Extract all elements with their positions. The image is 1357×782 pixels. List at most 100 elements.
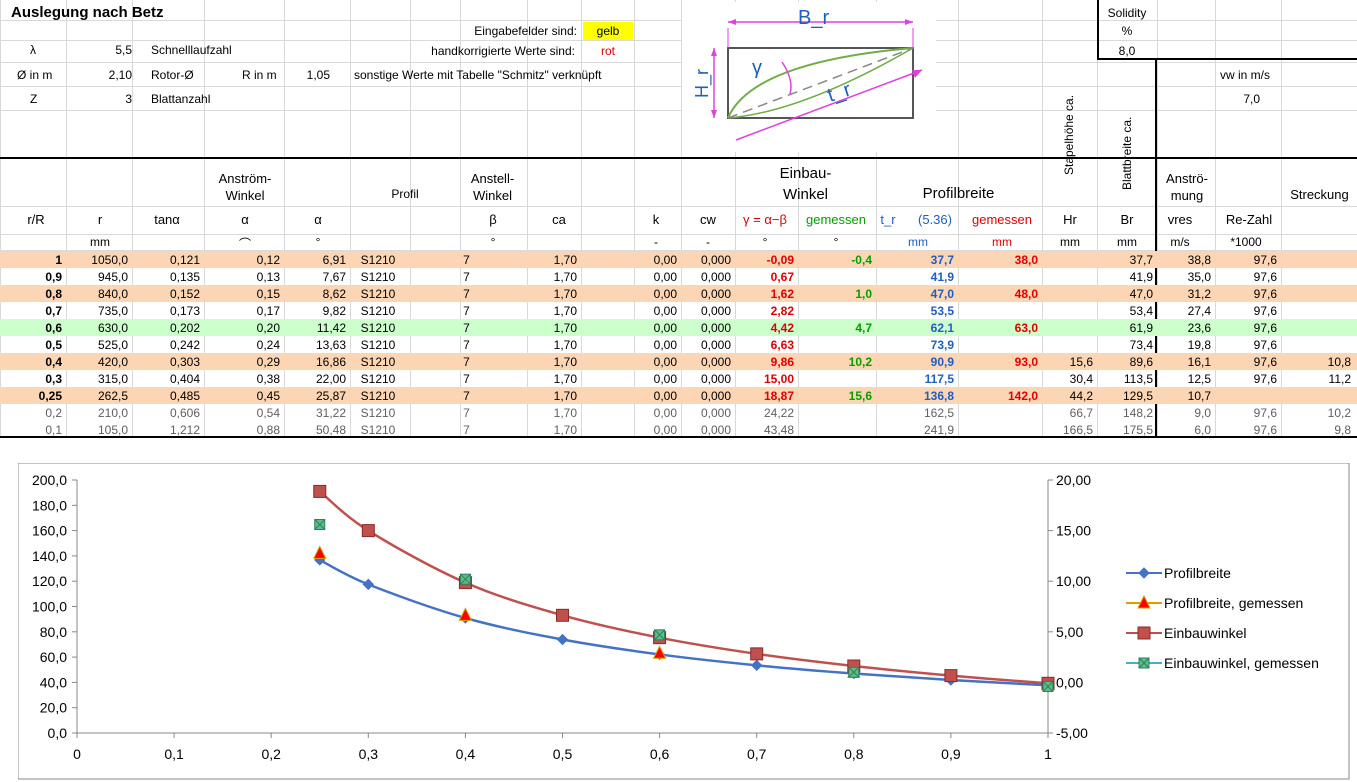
table-cell[interactable]: 7 <box>463 389 470 403</box>
legend-marker-3 <box>1138 657 1150 669</box>
blade-count-label: Z <box>30 92 38 106</box>
col-header-1: r <box>97 212 103 227</box>
table-cell[interactable]: 7 <box>463 338 470 352</box>
table-cell[interactable]: 0,7 <box>45 304 62 318</box>
table-cell: 97,6 <box>1253 321 1277 335</box>
blade-profile-top <box>727 47 914 119</box>
table-cell[interactable]: 1 <box>55 253 62 267</box>
table-cell: 0,00 <box>653 423 677 437</box>
table-cell: 7,67 <box>322 270 346 284</box>
table-row: 0,6 630,0 0,202 0,20 11,42 S1210 7 1,70 0,00 0,00… <box>0 319 1357 336</box>
table-cell[interactable]: 0,9 <box>45 270 62 284</box>
table-cell[interactable]: 38,0 <box>1014 253 1038 267</box>
table-cell[interactable]: S1210 <box>360 338 396 352</box>
table-cell[interactable]: 7 <box>463 372 470 386</box>
col-unit-16: mm <box>1117 235 1137 249</box>
lambda-input[interactable]: 5,5 <box>70 43 132 57</box>
table-cell[interactable]: 7 <box>463 355 470 369</box>
input-color-legend: gelb <box>583 22 633 40</box>
table-cell[interactable]: 1,0 <box>855 287 872 301</box>
table-cell[interactable]: S1210 <box>360 287 396 301</box>
table-cell: 105,0 <box>97 423 128 437</box>
table-cell: 0,000 <box>700 321 731 335</box>
table-cell: 97,6 <box>1253 287 1277 301</box>
table-cell[interactable]: 0,5 <box>45 338 62 352</box>
table-cell: 38,8 <box>1187 253 1211 267</box>
table-row: 0,25 262,5 0,485 0,45 25,87 S1210 7 1,70 0,00 0,0… <box>0 387 1357 404</box>
table-cell: 1,70 <box>553 253 577 267</box>
input-fields-label: Eingabefelder sind: <box>474 24 577 38</box>
table-cell[interactable]: S1210 <box>360 406 396 420</box>
table-cell[interactable]: -0,4 <box>851 253 872 267</box>
table-cell: 1,70 <box>553 270 577 284</box>
table-cell: 0,000 <box>700 304 731 318</box>
table-cell: 15,6 <box>1069 355 1093 369</box>
table-cell: 16,1 <box>1187 355 1211 369</box>
table-cell[interactable]: 93,0 <box>1014 355 1038 369</box>
table-cell[interactable]: S1210 <box>360 270 396 284</box>
table-cell[interactable]: 7 <box>463 287 470 301</box>
gamma-label: γ <box>752 57 762 79</box>
table-cell[interactable]: 0,8 <box>45 287 62 301</box>
table-cell[interactable]: 0,1 <box>45 423 62 437</box>
table-cell[interactable]: 4,7 <box>855 321 872 335</box>
table-cell[interactable]: S1210 <box>360 321 396 335</box>
table-cell: 97,6 <box>1253 406 1277 420</box>
table-cell: 0,00 <box>653 270 677 284</box>
table-cell[interactable]: 7 <box>463 321 470 335</box>
table-cell[interactable]: 0,3 <box>45 372 62 386</box>
legend-marker-0 <box>1138 567 1150 579</box>
col-header-9: cw <box>700 212 716 227</box>
series-2-point <box>361 524 375 538</box>
table-cell[interactable]: 15,6 <box>848 389 872 403</box>
table-cell: 10,2 <box>1327 406 1351 420</box>
table-cell[interactable]: 142,0 <box>1007 389 1038 403</box>
table-cell: 1050,0 <box>91 253 128 267</box>
table-cell[interactable]: 7 <box>463 253 470 267</box>
col-unit-10: ° <box>762 235 768 249</box>
diameter-input[interactable]: 2,10 <box>108 68 132 82</box>
solidity-value: 8,0 <box>1118 44 1136 58</box>
table-cell: 89,6 <box>1129 355 1153 369</box>
table-cell[interactable]: 7 <box>463 304 470 318</box>
x-tick-label: 0,2 <box>261 746 281 762</box>
col-header-12: t_r <box>880 212 896 227</box>
table-cell: 0,88 <box>256 423 280 437</box>
x-tick-label: 1 <box>1044 746 1052 762</box>
table-cell: 0,000 <box>700 406 731 420</box>
table-cell: 162,5 <box>923 406 954 420</box>
table-cell[interactable]: 0,2 <box>45 406 62 420</box>
table-cell: 148,2 <box>1122 406 1153 420</box>
table-cell[interactable]: 10,2 <box>848 355 872 369</box>
table-cell[interactable]: 7 <box>463 406 470 420</box>
table-cell: 241,9 <box>923 423 954 437</box>
table-cell[interactable]: 0,25 <box>38 389 62 403</box>
table-cell[interactable]: 63,0 <box>1014 321 1038 335</box>
table-cell[interactable]: S1210 <box>360 389 396 403</box>
table-cell[interactable]: 0,6 <box>45 321 62 335</box>
series-3-point <box>654 629 665 641</box>
series-0-point <box>556 633 569 646</box>
table-cell[interactable]: S1210 <box>360 355 396 369</box>
series-1-point <box>312 545 327 559</box>
table-cell[interactable]: 48,0 <box>1014 287 1038 301</box>
table-cell: 12,5 <box>1187 372 1211 386</box>
table-cell[interactable]: S1210 <box>360 253 396 267</box>
table-cell[interactable]: 7 <box>463 423 470 437</box>
table-cell: 0,00 <box>653 389 677 403</box>
table-cell[interactable]: S1210 <box>360 423 396 437</box>
table-cell: 19,8 <box>1187 338 1211 352</box>
y-tick-label: 200,0 <box>32 472 67 488</box>
table-cell: 18,87 <box>763 389 794 403</box>
table-cell: 1,212 <box>169 423 200 437</box>
table-cell[interactable]: 0,4 <box>45 355 62 369</box>
table-cell[interactable]: 7 <box>463 270 470 284</box>
y-tick-label: 180,0 <box>32 497 67 513</box>
table-row: 0,2 210,0 0,606 0,54 31,22 S1210 7 1,70 0,00 0,00… <box>0 404 1357 421</box>
x-tick-label: 0 <box>73 746 81 762</box>
blade-count-input[interactable]: 3 <box>125 92 132 106</box>
table-cell: 0,00 <box>653 253 677 267</box>
table-cell[interactable]: S1210 <box>360 304 396 318</box>
table-cell[interactable]: S1210 <box>360 372 396 386</box>
wind-speed-input[interactable]: 7,0 <box>1243 92 1260 106</box>
